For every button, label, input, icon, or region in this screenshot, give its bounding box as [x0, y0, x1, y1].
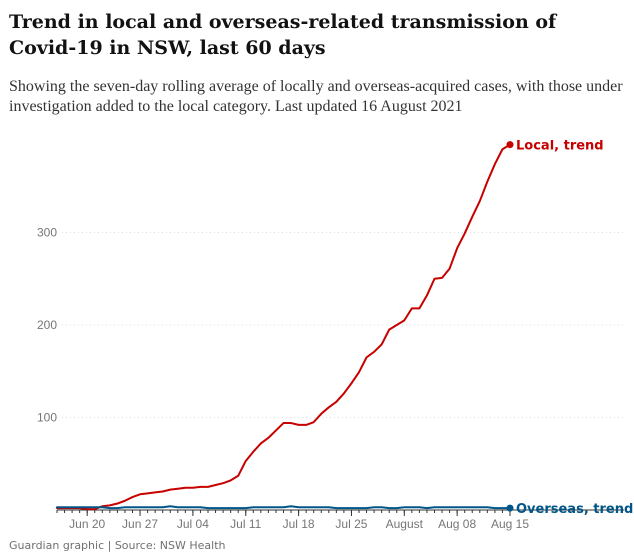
x-tick-label: Aug 15: [491, 517, 529, 531]
x-tick-label: Jul 18: [283, 517, 315, 531]
x-tick-label: Aug 08: [438, 517, 476, 531]
x-tick-label: Jul 25: [335, 517, 367, 531]
series-end-dot-overseas: [506, 504, 514, 512]
gridlines: 100 200 300: [37, 226, 624, 425]
x-tick-label: August: [386, 517, 424, 531]
y-tick-label-200: 200: [37, 318, 57, 332]
x-tick-label: Jul 04: [177, 517, 209, 531]
series-end-dot-local: [506, 141, 514, 149]
series-lines: Local, trend Overseas, trend: [56, 140, 633, 517]
y-tick-label-300: 300: [37, 226, 57, 240]
chart-title: Trend in local and overseas-related tran…: [9, 11, 557, 59]
series-line-local: [56, 143, 511, 511]
x-axis: Jun 20 Jun 27 Jul 04 Jul 11 Jul 18 Jul 25 Augu…: [56, 509, 624, 531]
x-tick-label: Jun 27: [122, 517, 158, 531]
x-tick-label: Jul 11: [230, 517, 261, 531]
y-tick-label-100: 100: [37, 411, 57, 425]
line-chart: 100 200 300 Jun 20 Jun 27 Jul 04 Jul 11 Jul 18…: [37, 140, 633, 531]
source-credit: Guardian graphic | Source: NSW Health: [9, 539, 226, 552]
series-line-overseas: [56, 505, 511, 510]
series-label-overseas: Overseas, trend: [516, 502, 633, 517]
x-tick-label: Jun 20: [69, 517, 105, 531]
chart-subtitle: Showing the seven-day rolling average of…: [9, 78, 623, 115]
series-label-local: Local, trend: [516, 140, 604, 154]
